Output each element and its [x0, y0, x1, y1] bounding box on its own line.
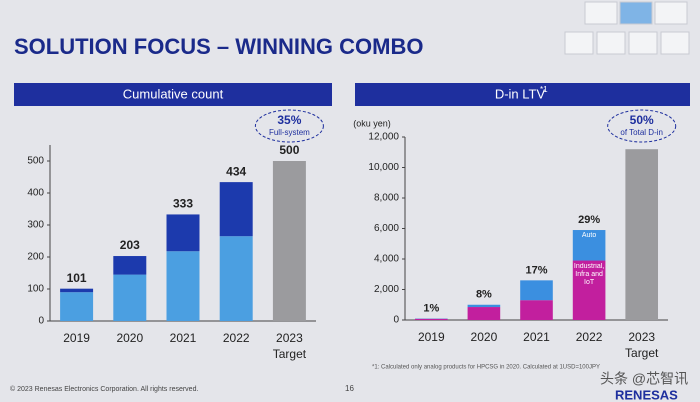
bar-segment	[467, 304, 501, 308]
bar-segment	[219, 182, 253, 237]
footnote: *1: Calculated only analog products for …	[372, 365, 600, 371]
bar-segment	[113, 274, 147, 321]
callout-value: 50%	[630, 113, 654, 127]
watermark: 头条 @芯智讯	[600, 371, 688, 387]
bar-segment	[219, 236, 253, 321]
y-tick-label: 2,000	[374, 284, 399, 295]
total-label: 500	[279, 143, 299, 157]
x-tick-label: 2020	[471, 330, 498, 344]
copyright: © 2023 Renesas Electronics Corporation. …	[10, 385, 198, 393]
x-tick-label: 2021	[523, 330, 550, 344]
share-label: 29%	[578, 214, 600, 226]
total-label: 333	[173, 197, 193, 211]
header-bar	[355, 83, 690, 106]
share-label: 17%	[525, 264, 547, 276]
y-tick-label: 100	[27, 284, 44, 295]
bar-segment	[572, 230, 606, 261]
segment-label: Auto	[581, 232, 597, 240]
callout-ellipse	[254, 109, 324, 143]
x-tick-label: 2021	[170, 331, 197, 345]
chart-header: D-in LTV	[495, 86, 546, 101]
bar-segment	[414, 318, 448, 320]
bar-segment	[520, 280, 553, 301]
bar-segment	[572, 260, 606, 320]
y-tick-label: 200	[27, 252, 44, 263]
callout-text: Full-system	[269, 128, 310, 137]
total-label: 434	[226, 164, 246, 178]
x-tick-label: 2019	[418, 330, 445, 344]
bar-segment	[60, 292, 94, 321]
x-tick-label: 2023	[628, 330, 655, 344]
x-tick-label: 2022	[576, 330, 603, 344]
nav-icons	[564, 1, 690, 55]
y-tick-label: 4,000	[374, 254, 399, 265]
y-tick-label: 6,000	[374, 223, 399, 234]
logo: RENESAS	[615, 387, 678, 402]
y-tick-label: 500	[27, 156, 44, 167]
page-number: 16	[345, 384, 354, 393]
chart-header: Cumulative count	[123, 86, 224, 101]
y-tick-label: 300	[27, 220, 44, 231]
bar-segment	[467, 307, 501, 320]
share-label: 1%	[423, 302, 439, 314]
bar-segment	[60, 288, 94, 293]
y-tick-label: 10,000	[368, 162, 399, 173]
bar-segment	[166, 251, 200, 321]
callout-text: of Total D-in	[620, 128, 663, 137]
x-tick-label: 2023	[276, 331, 303, 345]
segment-label: Industrial, Infra and IoT	[573, 262, 605, 287]
share-label: 8%	[476, 289, 492, 301]
header-note: *1	[540, 85, 548, 94]
bar-segment	[272, 161, 306, 321]
x-tick-label: 2020	[116, 331, 143, 345]
x-tick-label: 2022	[223, 331, 250, 345]
total-label: 203	[120, 238, 140, 252]
y-tick-label: 0	[393, 315, 399, 326]
bar-segment	[625, 149, 659, 320]
segment-label-box: Auto	[581, 232, 597, 240]
bar-segment	[166, 214, 200, 252]
header-bar	[14, 83, 332, 106]
y-tick-label: 12,000	[368, 132, 399, 143]
bar-segment	[113, 256, 147, 275]
x-tick-label: 2019	[63, 331, 90, 345]
x-tick-sublabel: Target	[625, 346, 659, 360]
slide-title: SOLUTION FOCUS – WINNING COMBO	[14, 34, 423, 59]
y-tick-label: 0	[38, 316, 44, 327]
bar-segment	[520, 300, 553, 320]
y-tick-label: 8,000	[374, 193, 399, 204]
total-label: 101	[67, 271, 87, 285]
x-tick-sublabel: Target	[273, 347, 307, 361]
y-tick-label: 400	[27, 188, 44, 199]
segment-label-box: Industrial, Infra and IoT	[573, 262, 605, 287]
callout-value: 35%	[277, 113, 301, 127]
callout-ellipse	[607, 109, 677, 143]
y-axis-label: (oku yen)	[353, 118, 391, 128]
